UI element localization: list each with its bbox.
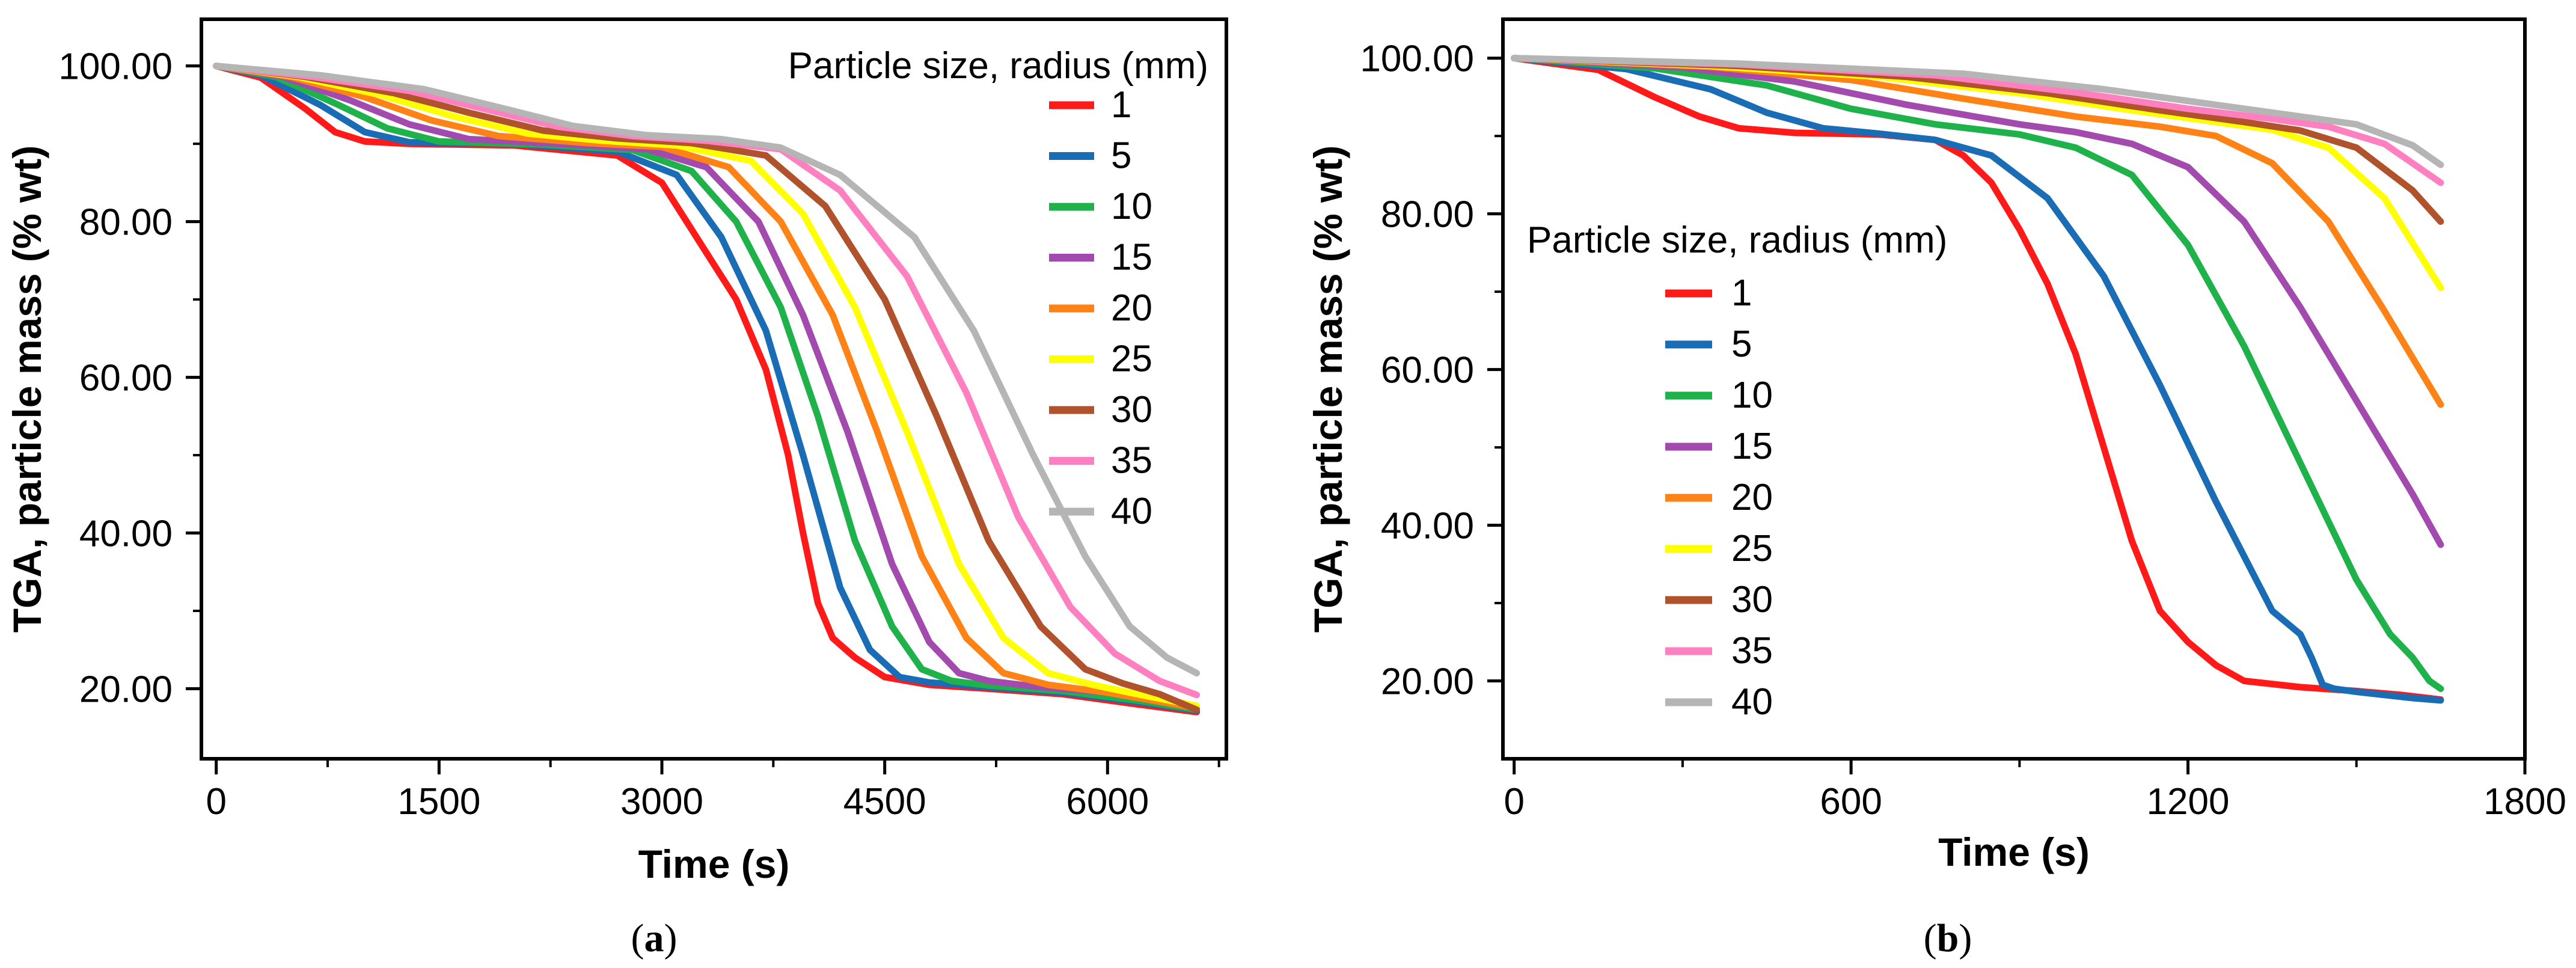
- panel-letter: b: [1937, 916, 1959, 960]
- legend: Particle size, radius (mm)15101520253035…: [788, 45, 1208, 532]
- y-tick-label: 40.00: [1381, 506, 1474, 547]
- legend-label: 25: [1731, 528, 1773, 569]
- y-tick-label: 20.00: [79, 669, 173, 710]
- x-axis-title: Time (s): [638, 842, 790, 886]
- x-tick-label: 0: [206, 781, 226, 822]
- series-line-1: [1511, 55, 2444, 703]
- series-line-5: [1511, 55, 2444, 704]
- plot-frame: [1501, 17, 2527, 761]
- x-tick-label: 1800: [2483, 781, 2566, 822]
- series-line-20: [1511, 55, 2444, 408]
- legend-title: Particle size, radius (mm): [788, 45, 1208, 87]
- x-tick-label: 1500: [397, 781, 480, 822]
- legend: Particle size, radius (mm)15101520253035…: [1527, 219, 1947, 723]
- legend-label: 30: [1111, 389, 1152, 430]
- y-tick-label: 100.00: [1360, 38, 1474, 80]
- legend-label: 15: [1731, 426, 1773, 467]
- chart-panel-a: 0 1500 3000 4500 6000 20.00 40.00 60.00 80.00 100…: [5, 17, 1228, 960]
- legend-label: 10: [1731, 375, 1773, 416]
- series-line-10: [1511, 55, 2444, 692]
- legend-label: 10: [1111, 186, 1152, 227]
- legend-label: 20: [1111, 287, 1152, 329]
- series-line-35: [213, 63, 1201, 699]
- y-tick-label: 60.00: [79, 358, 173, 399]
- series-line-30: [213, 63, 1201, 713]
- legend-label: 35: [1111, 440, 1152, 482]
- series-line-15: [213, 63, 1201, 712]
- x-tick-label: 0: [1504, 781, 1524, 822]
- legend-label: 1: [1731, 272, 1752, 314]
- y-tick-label: 20.00: [1381, 661, 1474, 703]
- legend-label: 20: [1731, 477, 1773, 518]
- legend-label: 30: [1731, 579, 1773, 620]
- y-tick-label: 80.00: [79, 202, 173, 244]
- legend-label: 25: [1111, 338, 1152, 380]
- legend-label: 15: [1111, 237, 1152, 278]
- series-line-25: [213, 63, 1201, 709]
- series-line-40: [213, 63, 1201, 677]
- legend-label: 40: [1731, 681, 1773, 723]
- y-tick-label: 60.00: [1381, 350, 1474, 391]
- y-axis-title: TGA, particle mass (% wt): [1306, 146, 1350, 633]
- x-tick-label: 6000: [1066, 781, 1149, 822]
- legend-label: 5: [1731, 323, 1752, 365]
- chart-panel-b: 0 600 1200 1800 20.00 40.00 60.00 80.00 100.00 Ti…: [1306, 17, 2566, 960]
- legend-label: 1: [1111, 84, 1131, 126]
- series-line-10: [213, 63, 1201, 713]
- series-line-15: [1511, 55, 2444, 548]
- legend-label: 5: [1111, 135, 1131, 177]
- legend-label: 40: [1111, 491, 1152, 532]
- x-axis-title: Time (s): [1938, 830, 2090, 874]
- series-line-40: [1511, 55, 2444, 168]
- panel-letter: a: [644, 916, 664, 960]
- x-tick-label: 1200: [2147, 781, 2230, 822]
- x-tick-label: 4500: [843, 781, 926, 822]
- legend-label: 35: [1731, 630, 1773, 672]
- panel-caption: (b): [1924, 916, 1972, 960]
- series-line-20: [213, 63, 1201, 712]
- y-tick-label: 40.00: [79, 513, 173, 555]
- plot-frame: [200, 17, 1228, 761]
- panel-caption: (a): [631, 916, 678, 960]
- y-tick-label: 100.00: [58, 46, 173, 88]
- y-axis-title: TGA, particle mass (% wt): [5, 146, 49, 633]
- x-tick-label: 3000: [620, 781, 703, 822]
- legend-title: Particle size, radius (mm): [1527, 219, 1947, 261]
- y-tick-label: 80.00: [1381, 194, 1474, 236]
- x-tick-label: 600: [1820, 781, 1882, 822]
